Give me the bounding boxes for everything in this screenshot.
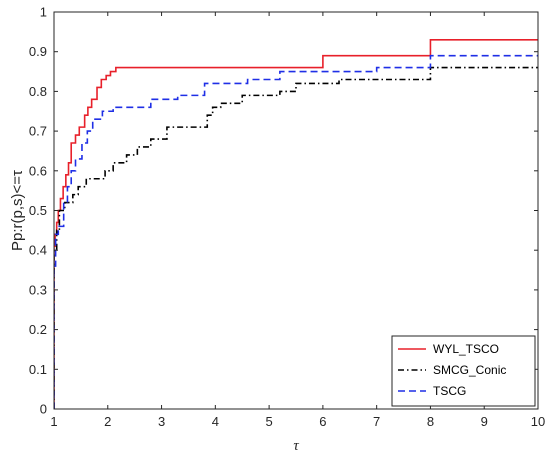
x-tick-label: 8 — [427, 414, 434, 429]
y-tick-label: 0.5 — [29, 203, 47, 218]
legend: WYL_TSCO SMCG_Conic TSCG — [391, 335, 536, 407]
series-line-wyl-tsco — [54, 38, 538, 409]
x-tick-label: 6 — [319, 414, 326, 429]
x-tick-label: 5 — [265, 414, 272, 429]
x-tick-label: 3 — [158, 414, 165, 429]
x-tick-label: 9 — [481, 414, 488, 429]
y-tick-label: 0.8 — [29, 84, 47, 99]
y-tick-label: 0.7 — [29, 124, 47, 139]
x-axis-label: τ — [293, 438, 299, 454]
ticks-layer: 1 2 3 4 5 6 7 8 9 10 0 0.1 0.2 0.3 0.4 0.5 0.6 0.7 0.8 0.9 1 — [29, 5, 545, 430]
y-tick-label: 0.9 — [29, 44, 47, 59]
x-tick-label: 7 — [373, 414, 380, 429]
y-tick-label: 0.2 — [29, 322, 47, 337]
y-axis-label: Pp:r(p,s)<=τ — [9, 170, 26, 251]
y-tick-label: 0.4 — [29, 243, 47, 258]
y-tick-label: 0 — [40, 402, 47, 417]
x-tick-label: 4 — [212, 414, 219, 429]
legend-label: TSCG — [433, 384, 466, 398]
series-line-smcg-conic — [54, 66, 538, 409]
y-tick-label: 0.1 — [29, 362, 47, 377]
x-tick-label: 1 — [50, 414, 57, 429]
y-tick-label: 1 — [40, 5, 47, 20]
legend-box — [391, 335, 536, 407]
legend-label: WYL_TSCO — [433, 342, 499, 356]
series-line-tscg — [54, 54, 538, 409]
legend-label: SMCG_Conic — [433, 363, 506, 377]
y-tick-label: 0.6 — [29, 163, 47, 178]
x-tick-label: 10 — [531, 414, 545, 429]
series-layer — [54, 38, 538, 409]
y-tick-label: 0.3 — [29, 282, 47, 297]
x-tick-label: 2 — [104, 414, 111, 429]
